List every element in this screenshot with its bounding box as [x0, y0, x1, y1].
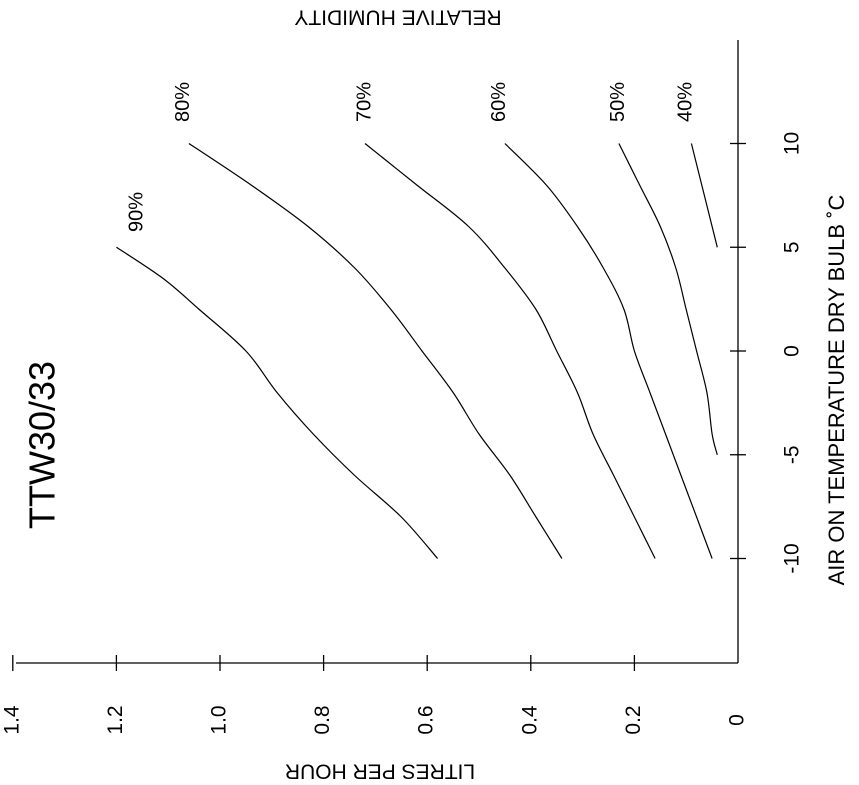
temperature-tick-label: -5: [781, 445, 804, 464]
series-label-40-rh: 40%: [674, 82, 696, 122]
litres-tick-label: 0.2: [622, 705, 645, 734]
litres-tick-label: 1.0: [208, 705, 231, 734]
temperature-tick-label: 5: [781, 241, 804, 253]
litres-tick-label: 0.8: [311, 705, 334, 734]
litres-tick-label: 1.2: [104, 705, 127, 734]
series-line-70-rh: [364, 143, 656, 559]
temperature-tick-label: -10: [781, 543, 804, 573]
litres-tick-label: 0: [726, 714, 749, 726]
series-label-60-rh: 60%: [488, 82, 510, 122]
temperature-tick-label: 0: [781, 345, 804, 357]
temperature-tick-label: 10: [781, 132, 804, 155]
series-label-70-rh: 70%: [353, 82, 375, 122]
series-label-50-rh: 50%: [607, 82, 629, 122]
series-line-80-rh: [188, 143, 563, 559]
series-line-40-rh: [690, 143, 718, 248]
series-line-60-rh: [504, 143, 713, 559]
litres-tick-label: 0.6: [415, 705, 438, 734]
y-axis-title: LITRES PER HOUR: [285, 759, 475, 782]
series-label-80-rh: 80%: [172, 82, 194, 122]
curves-layer: 90% 80% 70% 60% 50% 40%: [116, 82, 718, 559]
series-label-90-rh: 90%: [125, 192, 147, 232]
x-axis-title: AIR ON TEMPERATURE DRY BULB ˚C: [824, 194, 849, 585]
axes-layer: -10 -5 0 5 10 0 0.2 0.4 0.6 0.8 1.0 1.2 1.4: [0, 40, 804, 735]
chart-title: TTW30/33: [22, 361, 63, 529]
litres-tick-label: 0.4: [518, 705, 541, 735]
litres-tick-label: 1.4: [0, 705, 23, 735]
series-line-90-rh: [116, 246, 439, 559]
series-line-50-rh: [618, 143, 718, 455]
series-legend-title: RELATIVE HUMIDITY: [294, 5, 501, 28]
